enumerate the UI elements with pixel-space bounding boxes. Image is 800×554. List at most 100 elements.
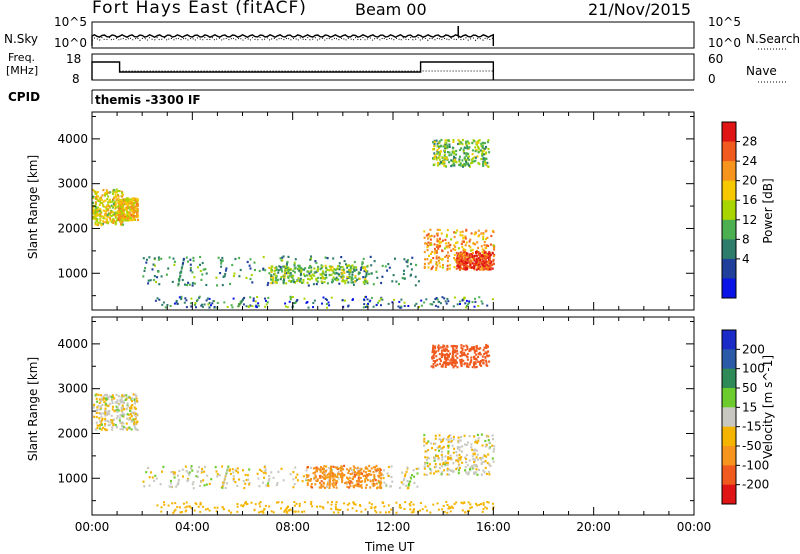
power-ground-cell	[418, 306, 421, 308]
power-data-cell	[477, 246, 480, 249]
vel-data-cell	[182, 475, 184, 478]
power-data-cell	[363, 282, 366, 285]
power-data-cell	[477, 151, 480, 154]
power-data-cell	[100, 196, 103, 199]
vel-data-cell	[332, 465, 335, 468]
power-data-cell	[352, 281, 355, 284]
power-data-cell	[191, 271, 194, 274]
vel-ground-cell	[403, 508, 406, 510]
vel-data-cell	[448, 473, 450, 476]
power-data-cell	[167, 267, 170, 270]
vel-data-cell	[100, 423, 103, 426]
power-data-cell	[114, 191, 117, 194]
vel-data-cell	[115, 409, 118, 412]
vel-data-cell	[97, 404, 100, 407]
power-data-cell	[355, 268, 358, 271]
power-data-cell	[387, 263, 390, 266]
power-data-cell	[324, 270, 327, 273]
vel-data-cell	[100, 422, 103, 425]
power-data-cell	[121, 195, 124, 198]
vel-data-cell	[325, 485, 328, 488]
power-data-cell	[127, 204, 130, 207]
vel-data-cell	[232, 471, 235, 474]
vel-data-cell	[493, 448, 496, 451]
power-data-cell	[104, 206, 107, 209]
power-data-cell	[436, 249, 438, 252]
power-data-cell	[300, 269, 303, 272]
vel-data-cell	[447, 446, 450, 449]
vel-data-cell	[258, 468, 261, 471]
power-data-cell	[482, 158, 485, 161]
power-ground-cell	[211, 302, 214, 305]
vel-data-cell	[177, 474, 179, 477]
vel-data-cell	[115, 417, 118, 420]
power-data-cell	[437, 161, 439, 164]
vel-data-cell	[104, 422, 107, 426]
power-data-cell	[364, 280, 367, 283]
vel-data-cell	[424, 456, 427, 459]
vel-data-cell	[306, 482, 309, 485]
power-data-cell	[224, 272, 227, 276]
power-data-cell	[324, 256, 327, 259]
vel-data-cell	[401, 471, 404, 474]
vel-data-cell	[411, 474, 413, 477]
vel-data-cell	[491, 457, 494, 460]
vel-data-cell	[484, 351, 487, 354]
vel-data-cell	[122, 407, 125, 410]
power-data-cell	[477, 263, 480, 267]
power-data-cell	[351, 264, 354, 267]
vel-data-cell	[95, 428, 98, 431]
vel-data-cell	[130, 398, 133, 401]
vel-data-cell	[465, 344, 468, 347]
vel-data-cell	[460, 344, 463, 347]
power-data-cell	[464, 158, 467, 161]
vel-data-cell	[301, 480, 304, 483]
vel-ytick-label: 1000	[57, 471, 88, 485]
power-data-cell	[479, 255, 481, 258]
power-data-cell	[137, 198, 139, 201]
power-ground-cell	[201, 305, 204, 308]
power-data-cell	[102, 215, 105, 218]
power-data-cell	[441, 239, 444, 242]
power-colorbar-segment	[722, 239, 736, 260]
power-ground-cell	[242, 303, 245, 306]
vel-ground-cell	[186, 505, 189, 508]
power-data-cell	[324, 273, 327, 276]
power-data-cell	[114, 203, 117, 206]
vel-data-cell	[471, 346, 473, 349]
power-data-cell	[472, 264, 475, 267]
power-data-cell	[465, 143, 467, 146]
power-data-cell	[106, 219, 109, 222]
vel-data-cell	[353, 468, 355, 472]
power-data-cell	[201, 261, 204, 265]
vel-data-cell	[430, 469, 433, 472]
power-data-cell	[284, 266, 287, 269]
power-data-cell	[330, 273, 333, 276]
power-data-cell	[107, 195, 110, 198]
vel-data-cell	[318, 468, 321, 471]
power-data-cell	[436, 149, 439, 152]
power-ground-cell	[327, 301, 330, 304]
power-data-cell	[463, 251, 466, 254]
power-data-cell	[108, 199, 111, 202]
power-data-cell	[443, 158, 446, 161]
vel-data-cell	[134, 400, 137, 403]
vel-data-cell	[473, 472, 476, 475]
power-data-cell	[332, 280, 334, 283]
power-ground-cell	[369, 299, 372, 302]
vel-data-cell	[341, 478, 343, 481]
power-data-cell	[441, 266, 444, 269]
vel-data-cell	[119, 413, 122, 417]
vel-data-cell	[323, 468, 325, 471]
power-data-cell	[335, 271, 338, 274]
power-data-cell	[254, 268, 256, 272]
power-data-cell	[430, 234, 433, 237]
vel-ground-cell	[179, 506, 181, 509]
power-data-cell	[428, 243, 431, 246]
power-data-cell	[480, 145, 483, 148]
power-data-cell	[185, 256, 188, 259]
power-data-cell	[248, 264, 251, 267]
power-data-cell	[447, 251, 449, 254]
vel-data-cell	[327, 472, 330, 475]
power-data-cell	[424, 258, 426, 261]
